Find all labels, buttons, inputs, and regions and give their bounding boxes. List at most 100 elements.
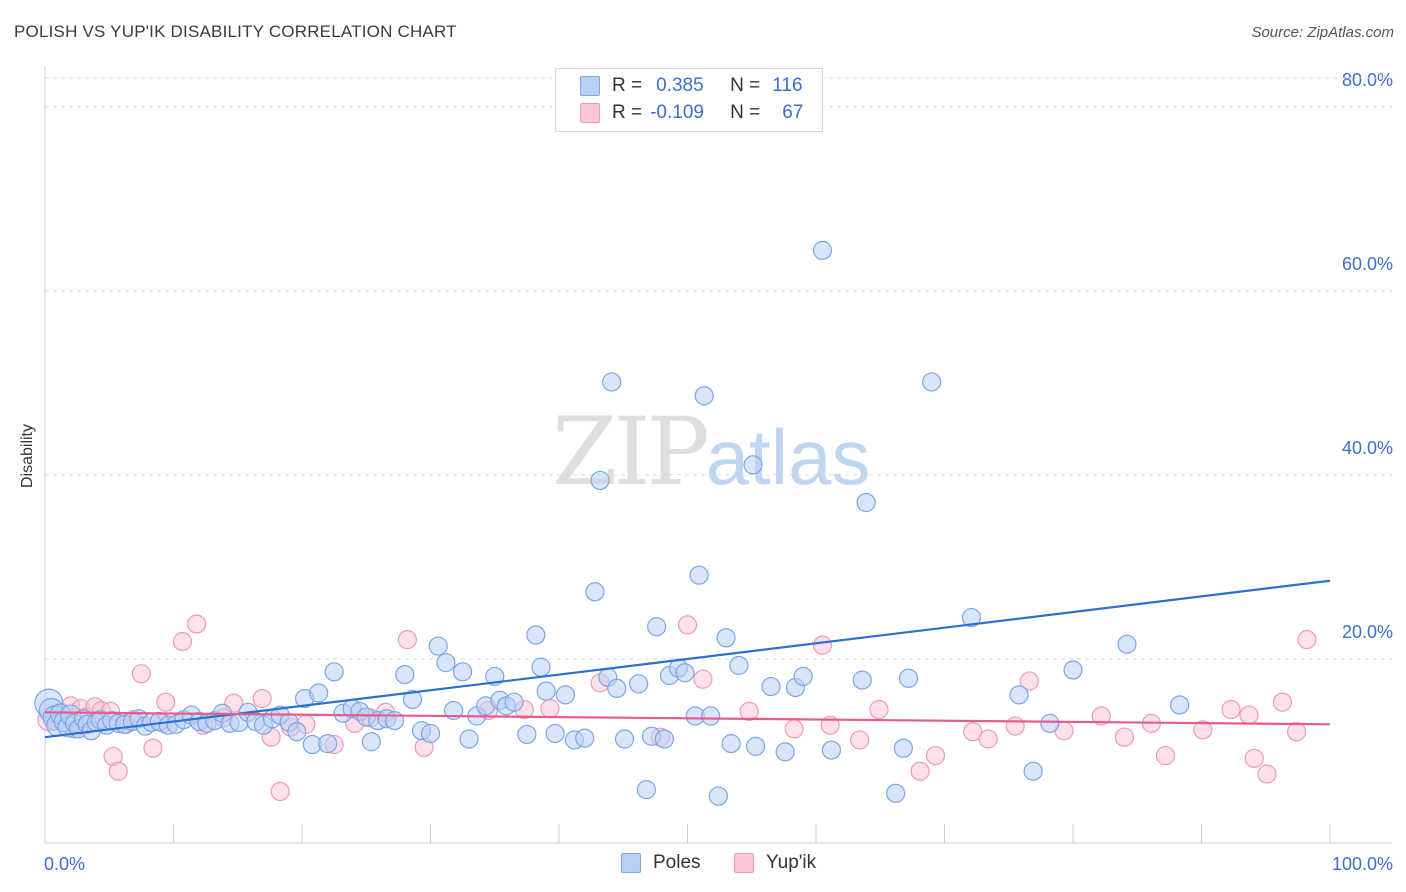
yupik-point xyxy=(850,730,870,750)
yupik-point xyxy=(131,664,151,684)
poles-point xyxy=(647,617,667,637)
legend-r-value: -0.109 xyxy=(650,102,704,123)
poles-point xyxy=(287,722,307,742)
yupik-point xyxy=(812,635,833,655)
poles-point xyxy=(402,689,423,710)
legend-row-yupik: R = -0.109 N = 67 xyxy=(580,101,803,125)
poles-point xyxy=(743,455,763,475)
yupik-point xyxy=(172,631,193,652)
yupik-point xyxy=(739,701,759,722)
yupik-point xyxy=(1114,727,1135,747)
poles-point xyxy=(555,685,576,705)
poles-point xyxy=(898,668,919,688)
poles-point xyxy=(1063,660,1083,680)
poles-point xyxy=(428,636,448,656)
legend-n-label: N = xyxy=(730,75,761,96)
yupik-point xyxy=(143,738,163,758)
poles-point xyxy=(629,674,649,694)
series-legend: Poles Yup'ik xyxy=(0,852,1406,876)
poles-point xyxy=(852,670,872,690)
poles-point xyxy=(821,740,842,760)
yupik-trend-line xyxy=(44,711,1331,726)
poles-point xyxy=(775,742,795,762)
yupik-point xyxy=(869,699,889,720)
yupik-point xyxy=(397,630,417,650)
y-tick-label: 20.0% xyxy=(1342,622,1393,642)
yupik-point xyxy=(1155,745,1176,766)
yupik-point xyxy=(978,729,998,749)
poles-point xyxy=(420,723,441,744)
poles-point xyxy=(746,736,766,756)
yupik-point xyxy=(187,614,207,634)
poles-point xyxy=(531,657,551,677)
poles-point xyxy=(708,786,728,806)
poles-point xyxy=(812,240,833,260)
yupik-point xyxy=(156,692,176,712)
yupik-point xyxy=(1091,706,1111,726)
poles-point xyxy=(893,738,913,758)
poles-point xyxy=(361,732,381,752)
x-tick-label: 0.0% xyxy=(44,854,85,874)
yupik-point xyxy=(693,669,713,689)
poles-point xyxy=(922,372,942,392)
poles-point xyxy=(694,386,714,406)
poles-point xyxy=(602,372,622,392)
legend-r-label: R = xyxy=(612,75,643,96)
poles-point xyxy=(318,734,338,754)
poles-point xyxy=(1040,713,1060,733)
yupik-point xyxy=(963,722,983,742)
poles-point xyxy=(721,734,741,754)
yupik-point xyxy=(1272,692,1293,712)
poles-point xyxy=(324,662,344,682)
legend-r-value: 0.385 xyxy=(656,75,704,96)
legend-item-poles[interactable]: Poles xyxy=(621,852,701,874)
poles-point xyxy=(701,706,721,726)
poles-swatch-icon xyxy=(580,76,600,96)
poles-point xyxy=(761,676,781,697)
poles-point xyxy=(590,470,610,491)
poles-point xyxy=(436,653,456,673)
yupik-point xyxy=(1221,699,1241,720)
poles-point xyxy=(309,683,329,703)
legend-label-yupik: Yup'ik xyxy=(766,852,817,873)
poles-point xyxy=(1170,695,1190,715)
yupik-point xyxy=(910,761,930,781)
yupik-point xyxy=(784,719,804,739)
yupik-point xyxy=(540,699,560,719)
legend-row-poles: R = 0.385 N = 116 xyxy=(580,74,803,98)
legend-item-yupik[interactable]: Yup'ik xyxy=(734,852,816,874)
poles-point xyxy=(384,711,405,731)
poles-trend-line xyxy=(44,579,1331,739)
legend-n-value: 116 xyxy=(772,75,803,96)
poles-point xyxy=(1117,634,1137,654)
poles-point xyxy=(675,663,695,683)
chart-title: POLISH VS YUP'IK DISABILITY CORRELATION … xyxy=(14,22,457,41)
poles-point xyxy=(716,628,736,648)
yupik-point xyxy=(1005,716,1025,736)
poles-point xyxy=(504,692,524,712)
y-tick-label: 60.0% xyxy=(1342,254,1393,274)
poles-point xyxy=(575,728,595,748)
y-tick-label: 40.0% xyxy=(1342,438,1393,458)
yupik-point xyxy=(1297,630,1317,650)
poles-point xyxy=(793,666,813,687)
poles-point xyxy=(636,780,656,800)
yupik-swatch-icon xyxy=(580,103,600,123)
yupik-point xyxy=(925,745,946,766)
correlation-legend: R = 0.385 N = 116 R = -0.109 N = 67 xyxy=(555,68,823,132)
yupik-point xyxy=(1286,722,1307,742)
poles-swatch-icon xyxy=(621,853,641,873)
poles-point xyxy=(856,492,876,513)
poles-point xyxy=(444,700,464,721)
legend-r-label: R = xyxy=(612,102,643,123)
poles-point xyxy=(607,678,627,699)
legend-n-label: N = xyxy=(730,102,761,123)
poles-point xyxy=(526,625,546,645)
legend-label-poles: Poles xyxy=(653,852,701,873)
poles-point xyxy=(654,729,674,749)
source-label: Source: ZipAtlas.com xyxy=(1251,24,1394,41)
legend-n-value: 67 xyxy=(782,102,804,123)
yupik-point xyxy=(1019,671,1039,691)
poles-point xyxy=(886,783,906,803)
